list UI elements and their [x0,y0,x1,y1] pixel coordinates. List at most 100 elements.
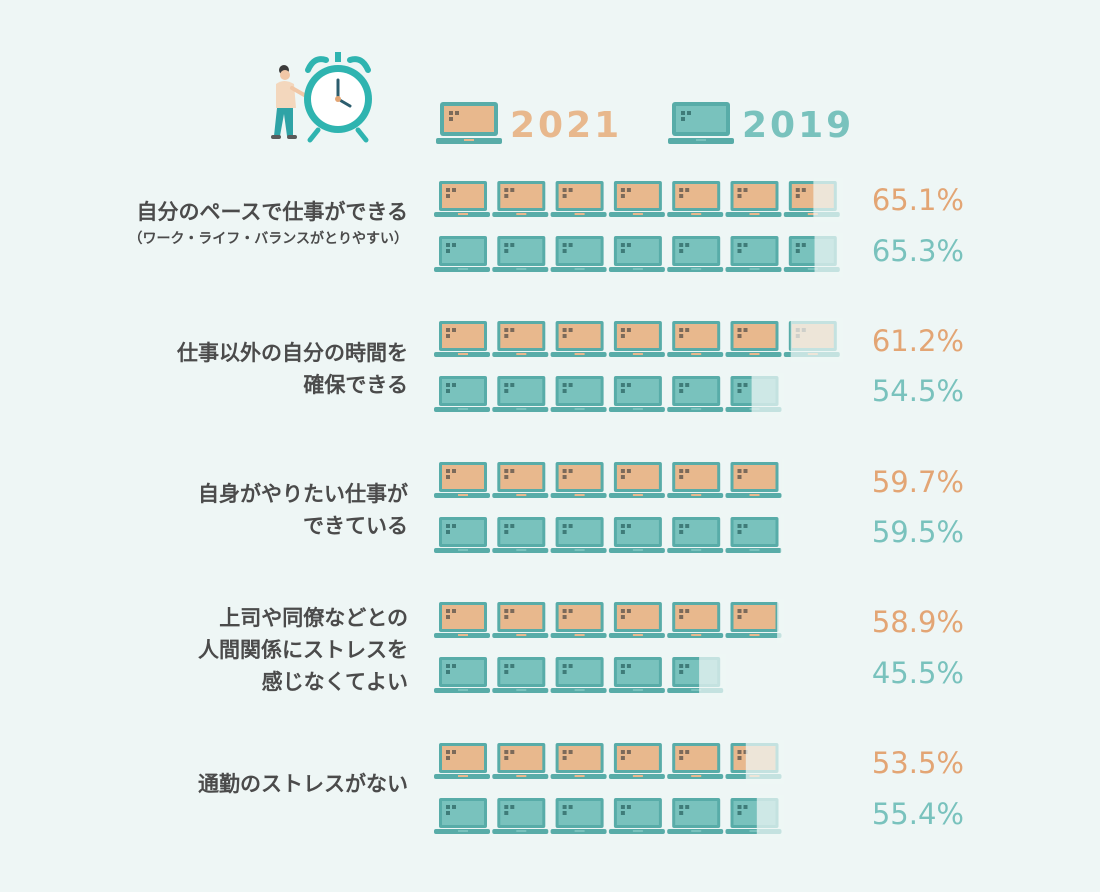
laptop-icon [436,102,502,144]
laptop-icon [667,462,724,498]
value-label: 58.9% [871,605,964,639]
laptop-icon [550,602,607,638]
person-with-alarm-clock-icon [271,52,372,143]
laptop-icon [492,798,549,834]
laptop-icon [492,462,549,498]
laptop-icon [434,798,490,834]
laptop-icon [667,236,724,272]
laptop-icon [783,318,843,362]
laptop-icon [608,743,665,779]
legend-label-2019: 2019 [742,105,855,146]
pictogram-row-2021 [434,178,843,222]
laptop-icon [434,462,490,498]
laptop-icon [667,654,726,698]
laptop-icon [783,178,843,222]
laptop-icon [550,743,607,779]
category-label-3: 自身がやりたい仕事が できている [198,478,408,542]
category-label-2: 仕事以外の自分の時間を 確保できる [177,337,408,401]
category-label-line: 自分のペースで仕事ができる [136,200,408,224]
laptop-icon [550,798,607,834]
laptop-icon [550,517,607,553]
laptop-icon [550,181,607,217]
legend-item-2021: 2021 [436,100,619,150]
laptop-icon [725,795,784,839]
category-label-line: 確保できる [303,373,408,397]
laptop-icon [608,462,665,498]
pictogram-row-2019 [434,233,843,277]
category-label-1: 自分のペースで仕事ができる （ワーク・ライフ・バランスがとりやすい） [129,196,408,250]
category-label-line: 感じなくてよい [261,670,408,694]
laptop-icon [608,798,665,834]
laptop-icon [725,599,784,643]
laptop-icon [550,462,607,498]
laptop-icon [492,657,549,693]
laptop-icon [608,376,665,412]
category-label-line: 仕事以外の自分の時間を [177,341,408,365]
laptop-icon [725,236,782,272]
pictogram-row-2021 [434,740,784,784]
laptop-icon [725,181,782,217]
laptop-icon [434,321,490,357]
laptop-icon [608,657,665,693]
pictogram-row-2019 [434,514,784,558]
laptop-icon [434,376,490,412]
laptop-icon [668,102,734,144]
category-label-line: できている [303,514,408,538]
laptop-icon [550,376,607,412]
laptop-icon [492,376,549,412]
value-label: 65.3% [871,234,964,268]
value-label: 53.5% [871,746,964,780]
laptop-icon [783,233,843,277]
pictogram-row-2021 [434,459,784,503]
laptop-icon [725,514,784,558]
laptop-icon [434,181,490,217]
laptop-icon [434,657,490,693]
category-label-line: 人間関係にストレスを [198,638,408,662]
pictogram-row-2019 [434,654,726,698]
laptop-icon [492,321,549,357]
laptop-icon [725,373,784,417]
laptop-icon [550,657,607,693]
laptop-icon [608,321,665,357]
legend-item-2019: 2019 [668,100,851,150]
legend-label-2021: 2021 [510,105,623,146]
category-label-line: 自身がやりたい仕事が [198,482,408,506]
value-label: 55.4% [871,797,964,831]
pictogram-row-2021 [434,318,843,362]
laptop-icon [492,602,549,638]
laptop-icon [725,459,784,503]
laptop-icon [434,743,490,779]
value-label: 59.7% [871,465,964,499]
value-label: 45.5% [871,656,964,690]
laptop-icon [608,517,665,553]
laptop-icon [550,321,607,357]
category-label-5: 通勤のストレスがない [198,768,408,800]
laptop-icon [434,517,490,553]
laptop-icon [667,517,724,553]
pictogram-row-2021 [434,599,784,643]
laptop-icon [667,602,724,638]
category-note: （ワーク・ライフ・バランスがとりやすい） [128,231,408,247]
value-label: 65.1% [871,183,964,217]
laptop-icon [667,181,724,217]
laptop-icon [725,740,784,784]
pictogram-row-2019 [434,795,784,839]
laptop-icon [667,321,724,357]
laptop-icon [667,798,724,834]
laptop-icon [725,321,782,357]
value-label: 61.2% [871,324,964,358]
laptop-icon [608,181,665,217]
laptop-icon [492,517,549,553]
laptop-icon [667,743,724,779]
laptop-icon [492,743,549,779]
pictogram-row-2019 [434,373,784,417]
value-label: 54.5% [871,374,964,408]
category-label-line: 通勤のストレスがない [198,772,408,796]
category-label-line: 上司や同僚などとの [219,606,408,630]
laptop-icon [608,602,665,638]
laptop-icon [492,236,549,272]
laptop-icon [608,236,665,272]
laptop-icon [434,602,490,638]
laptop-icon [492,181,549,217]
